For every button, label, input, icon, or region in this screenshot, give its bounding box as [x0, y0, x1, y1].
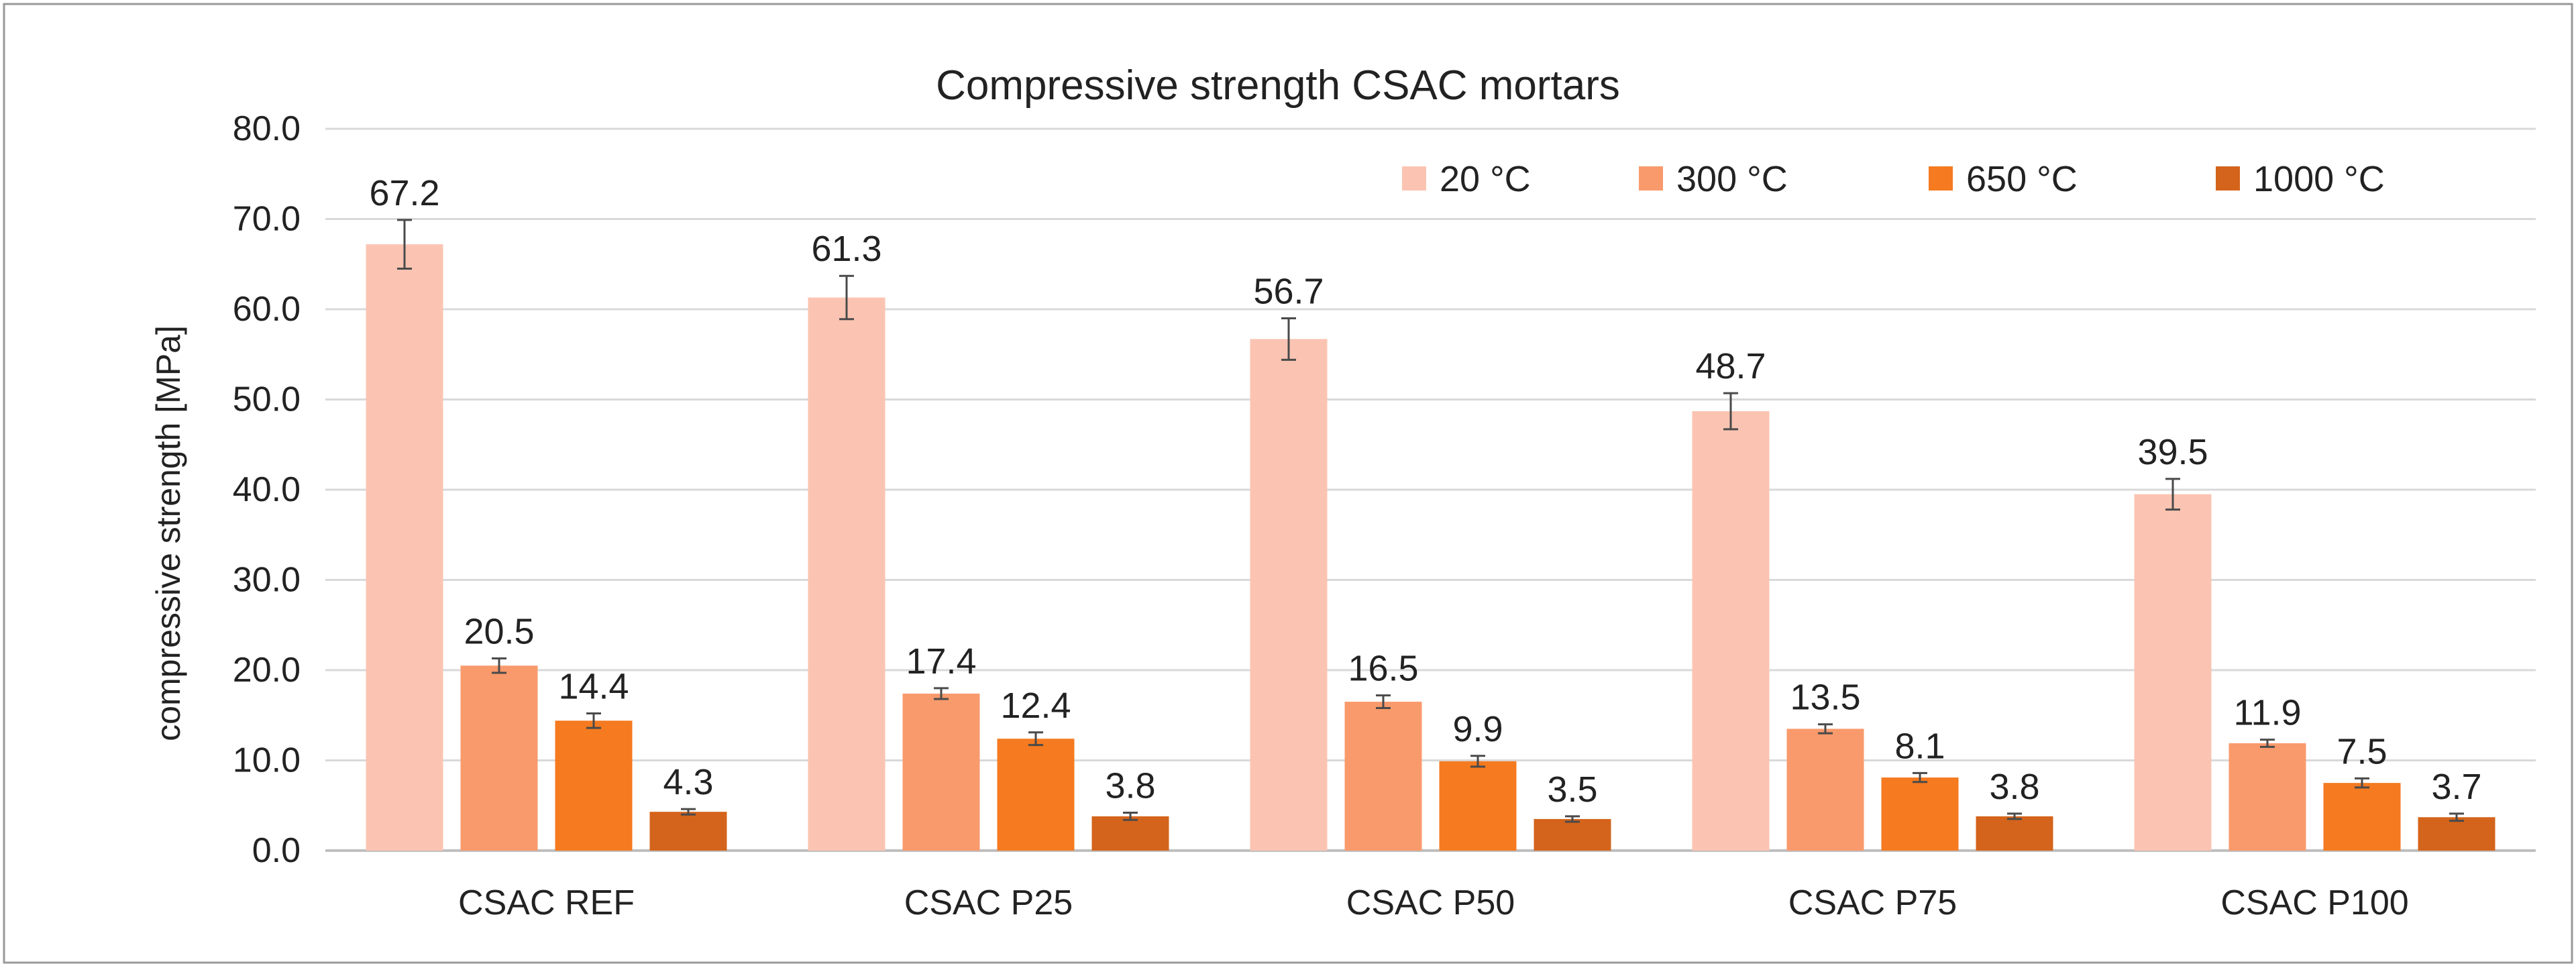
chart-title: Compressive strength CSAC mortars — [936, 62, 1620, 109]
data-labels: 67.2 20.5 14.4 4.3 61.3 17.4 12.4 3.8 56.7 16.5 9.… — [369, 173, 2481, 810]
legend-label: 650 °C — [1966, 159, 2078, 199]
data-label: 39.5 — [2137, 432, 2208, 472]
data-label: 8.1 — [1894, 726, 1945, 766]
bar — [1976, 816, 2053, 851]
legend-label: 20 °C — [1440, 159, 1531, 199]
bar — [2229, 743, 2306, 851]
bar — [808, 297, 885, 851]
y-axis-label: compressive strength [MPa] — [150, 325, 187, 741]
bar — [1534, 818, 1611, 851]
bar — [460, 665, 538, 851]
data-label: 9.9 — [1452, 709, 1503, 749]
bar — [1091, 816, 1169, 851]
legend: 20 °C 300 °C 650 °C 1000 °C — [1402, 159, 2385, 199]
data-label: 3.8 — [1105, 766, 1155, 806]
bar — [649, 812, 727, 851]
bar — [997, 739, 1075, 851]
x-tick-labels: CSAC REF CSAC P25 CSAC P50 CSAC P75 CSAC P10… — [458, 883, 2409, 922]
data-label: 12.4 — [1000, 686, 1071, 726]
data-label: 13.5 — [1790, 678, 1860, 718]
x-tick-label: CSAC P25 — [904, 883, 1073, 922]
data-label: 3.8 — [1989, 767, 2039, 807]
y-tick-label: 20.0 — [233, 651, 301, 690]
y-tick-label: 80.0 — [233, 109, 301, 148]
bar — [2323, 783, 2401, 851]
data-label: 7.5 — [2337, 731, 2387, 771]
bar — [1881, 777, 1959, 851]
x-tick-label: CSAC P50 — [1346, 883, 1515, 922]
x-tick-label: CSAC P75 — [1788, 883, 1957, 922]
bar — [2134, 494, 2212, 851]
bar — [366, 244, 443, 851]
bar — [1344, 702, 1422, 851]
data-label: 3.5 — [1547, 769, 1597, 810]
data-label: 67.2 — [369, 173, 439, 213]
data-label: 14.4 — [558, 667, 629, 707]
y-tick-labels: 0.0 10.0 20.0 30.0 40.0 50.0 60.0 70.0 80.0 — [233, 109, 301, 870]
bar — [1250, 339, 1328, 851]
legend-swatch — [2216, 166, 2240, 191]
y-tick-label: 50.0 — [233, 380, 301, 419]
x-tick-label: CSAC REF — [458, 883, 635, 922]
y-tick-label: 0.0 — [252, 831, 301, 870]
data-label: 61.3 — [811, 229, 881, 269]
data-label: 56.7 — [1253, 271, 1324, 311]
data-label: 16.5 — [1348, 649, 1418, 689]
bar — [555, 720, 633, 851]
legend-swatch — [1402, 166, 1426, 191]
bars — [366, 244, 2496, 851]
data-label: 17.4 — [906, 641, 976, 682]
y-tick-label: 60.0 — [233, 290, 301, 329]
data-label: 3.7 — [2431, 767, 2481, 807]
data-label: 4.3 — [663, 762, 713, 802]
bar — [1692, 411, 1770, 851]
data-label: 11.9 — [2233, 693, 2301, 733]
bar — [1439, 761, 1517, 851]
y-tick-label: 40.0 — [233, 470, 301, 509]
y-tick-label: 30.0 — [233, 561, 301, 600]
error-bars — [397, 219, 2464, 823]
legend-swatch — [1929, 166, 1953, 191]
legend-label: 1000 °C — [2253, 159, 2385, 199]
bar — [902, 693, 980, 851]
x-tick-label: CSAC P100 — [2220, 883, 2408, 922]
y-tick-label: 70.0 — [233, 200, 301, 239]
bar — [2418, 817, 2496, 851]
legend-label: 300 °C — [1676, 159, 1788, 199]
bar — [1786, 729, 1864, 851]
legend-swatch — [1639, 166, 1663, 191]
data-label: 48.7 — [1695, 346, 1766, 386]
y-tick-label: 10.0 — [233, 741, 301, 780]
data-label: 20.5 — [464, 612, 534, 652]
